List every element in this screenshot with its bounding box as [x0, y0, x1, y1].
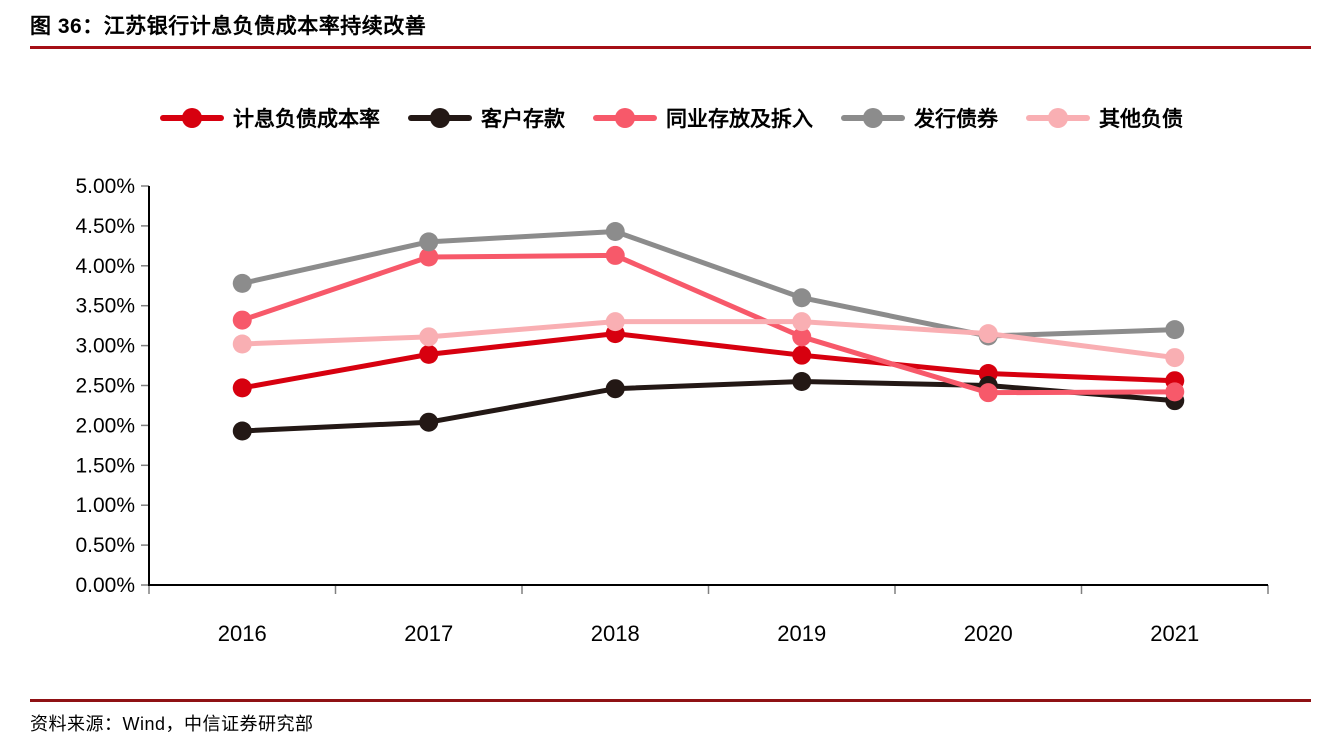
legend-label: 同业存放及拆入	[666, 108, 813, 131]
series-line-4	[239, 319, 1178, 361]
y-tick-label: 4.50%	[75, 215, 135, 238]
legend-marker-line	[593, 108, 657, 128]
y-tick-label: 3.50%	[75, 295, 135, 318]
legend-label: 计息负债成本率	[233, 108, 380, 131]
legend-marker-dot	[863, 108, 883, 128]
source-rule-divider	[30, 699, 1311, 702]
legend-label: 发行债券	[914, 108, 998, 131]
legend-item-1: 客户存款	[408, 103, 565, 133]
y-tick-label: 0.50%	[75, 534, 135, 557]
legend-marker-dot	[182, 108, 202, 128]
data-point-0-3	[792, 345, 812, 365]
x-tick-label: 2017	[404, 621, 453, 646]
legend-label: 客户存款	[481, 108, 565, 131]
data-point-4-2	[605, 312, 625, 332]
data-point-3-3	[792, 288, 812, 308]
data-point-3-5	[1165, 320, 1185, 340]
y-tick-label: 2.00%	[75, 414, 135, 437]
data-point-4-5	[1165, 348, 1185, 368]
legend-marker-line	[841, 108, 905, 128]
y-tick-label: 5.00%	[75, 175, 135, 198]
legend-item-0: 计息负债成本率	[160, 103, 380, 133]
data-point-2-1	[419, 247, 439, 267]
title-rule-divider	[30, 46, 1311, 49]
source-text: 资料来源：Wind，中信证券研究部	[30, 714, 314, 734]
y-tick-label: 4.00%	[75, 255, 135, 278]
data-point-0-0	[232, 378, 252, 398]
data-point-4-1	[419, 327, 439, 347]
series-line-0	[239, 331, 1178, 391]
legend-marker-line	[408, 108, 472, 128]
data-point-1-1	[419, 412, 439, 432]
legend-label: 其他负债	[1099, 108, 1183, 131]
data-point-3-2	[605, 221, 625, 241]
legend-marker-line	[160, 108, 224, 128]
data-point-3-1	[419, 232, 439, 252]
figure-title: 图 36：江苏银行计息负债成本率持续改善	[30, 15, 427, 38]
series-line-2	[239, 252, 1178, 396]
data-point-2-3	[792, 327, 812, 347]
data-point-3-0	[232, 273, 252, 293]
data-point-1-2	[605, 379, 625, 399]
legend-item-2: 同业存放及拆入	[593, 103, 813, 133]
data-point-2-2	[605, 245, 625, 265]
data-point-2-5	[1165, 382, 1185, 402]
series-line-3	[239, 228, 1178, 339]
data-point-4-0	[232, 334, 252, 354]
data-point-1-0	[232, 421, 252, 441]
data-point-2-0	[232, 310, 252, 330]
y-tick-label: 2.50%	[75, 375, 135, 398]
x-tick-label: 2016	[218, 621, 267, 646]
legend-item-4: 其他负债	[1026, 103, 1183, 133]
data-point-4-4	[978, 324, 998, 344]
data-point-0-1	[419, 344, 439, 364]
chart-legend: 计息负债成本率 客户存款 同业存放及拆入 发行债券 其他负债	[0, 103, 1343, 133]
series-line-1	[239, 379, 1178, 434]
legend-marker-dot	[430, 108, 450, 128]
data-point-4-3	[792, 312, 812, 332]
y-tick-label: 0.00%	[75, 574, 135, 597]
y-tick-label: 1.50%	[75, 454, 135, 477]
legend-marker-dot	[1048, 108, 1068, 128]
y-tick-label: 3.00%	[75, 335, 135, 358]
x-tick-label: 2019	[777, 621, 826, 646]
data-point-1-3	[792, 372, 812, 392]
y-tick-label: 1.00%	[75, 494, 135, 517]
data-point-2-4	[978, 383, 998, 403]
x-tick-label: 2020	[964, 621, 1013, 646]
x-tick-label: 2021	[1150, 621, 1199, 646]
legend-marker-line	[1026, 108, 1090, 128]
legend-item-3: 发行债券	[841, 103, 998, 133]
x-tick-label: 2018	[591, 621, 640, 646]
legend-marker-dot	[615, 108, 635, 128]
